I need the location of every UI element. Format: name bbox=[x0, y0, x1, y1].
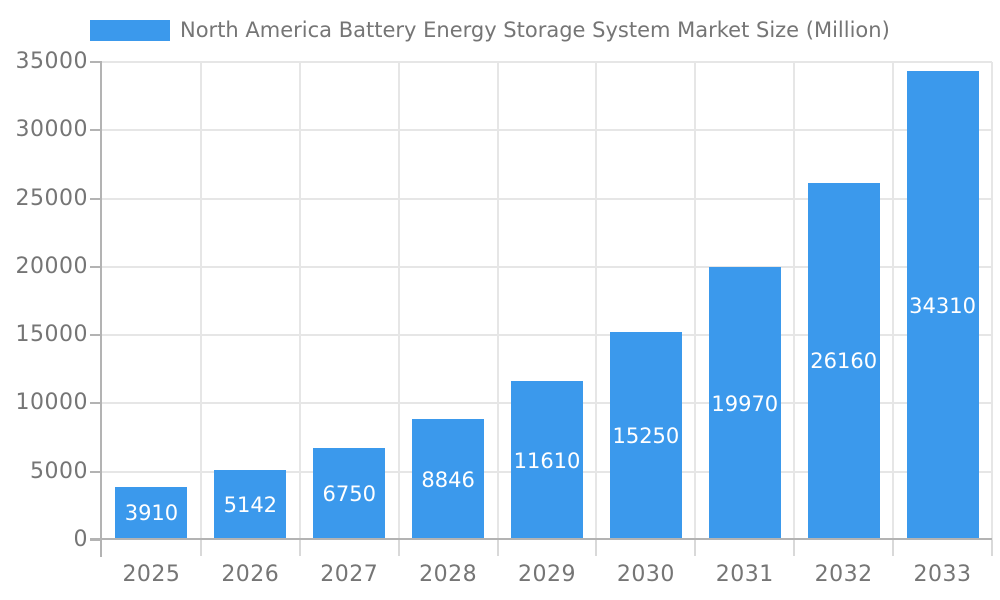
y-axis-tick bbox=[90, 197, 102, 200]
x-tick-label: 2029 bbox=[517, 562, 576, 587]
x-tick-label: 2033 bbox=[913, 562, 972, 587]
y-tick-label: 20000 bbox=[15, 253, 88, 279]
bar[interactable]: 26160 bbox=[807, 182, 880, 540]
x-tick-label: 2026 bbox=[221, 562, 280, 587]
y-axis-line bbox=[100, 62, 102, 557]
y-axis-tick bbox=[90, 61, 102, 63]
y-axis-tick bbox=[90, 470, 102, 473]
plot-area: 3910 5142 6750 8846 11610 15250 19970 26160 3431… bbox=[90, 61, 993, 557]
x-tick-label: 2025 bbox=[122, 562, 181, 587]
x-gridline bbox=[694, 62, 697, 540]
x-axis-tick bbox=[298, 540, 301, 556]
bar-value-label: 26160 bbox=[810, 349, 878, 374]
y-axis-tick bbox=[90, 334, 102, 337]
x-gridline bbox=[397, 62, 400, 540]
y-tick-label: 30000 bbox=[15, 117, 88, 143]
bar-value-label: 15250 bbox=[612, 423, 680, 448]
bar-value-label: 11610 bbox=[513, 448, 581, 473]
x-axis-tick bbox=[397, 540, 400, 556]
y-gridline bbox=[102, 197, 992, 200]
x-tick-label: 2032 bbox=[814, 562, 873, 587]
bar-value-label: 34310 bbox=[909, 293, 976, 318]
y-axis-tick bbox=[90, 129, 102, 132]
y-gridline bbox=[102, 129, 992, 132]
y-axis-tick bbox=[90, 402, 102, 405]
x-gridline bbox=[595, 62, 598, 540]
bar[interactable]: 3910 bbox=[115, 486, 188, 540]
bar[interactable]: 8846 bbox=[412, 419, 485, 540]
x-axis-tick bbox=[694, 540, 697, 556]
bar-value-label: 5142 bbox=[223, 492, 278, 517]
bar-value-label: 6750 bbox=[322, 481, 376, 506]
y-gridline bbox=[102, 265, 992, 268]
x-gridline bbox=[991, 62, 993, 540]
legend-label: North America Battery Energy Storage Sys… bbox=[180, 18, 890, 42]
x-gridline bbox=[298, 62, 301, 540]
bar-value-label: 8846 bbox=[421, 467, 475, 492]
x-tick-label: 2031 bbox=[715, 562, 774, 587]
legend[interactable]: North America Battery Energy Storage Sys… bbox=[90, 20, 890, 41]
y-tick-label: 10000 bbox=[15, 390, 88, 416]
x-gridline bbox=[496, 62, 499, 540]
bar-value-label: 3910 bbox=[124, 501, 179, 526]
bar[interactable]: 5142 bbox=[214, 469, 287, 540]
bar[interactable]: 34310 bbox=[906, 71, 979, 540]
x-axis-tick bbox=[595, 540, 598, 556]
bar[interactable]: 19970 bbox=[708, 267, 781, 540]
y-tick-label: 25000 bbox=[15, 185, 88, 211]
x-axis-line bbox=[90, 538, 992, 540]
y-gridline bbox=[102, 61, 992, 63]
bar-value-label: 19970 bbox=[711, 391, 779, 416]
x-gridline bbox=[892, 62, 895, 540]
x-tick-label: 2030 bbox=[616, 562, 675, 587]
y-tick-label: 5000 bbox=[30, 458, 88, 484]
x-axis-tick bbox=[199, 540, 202, 556]
legend-swatch-icon[interactable] bbox=[90, 20, 170, 41]
x-tick-label: 2027 bbox=[320, 562, 379, 587]
bar[interactable]: 6750 bbox=[313, 447, 386, 540]
y-tick-label: 0 bbox=[73, 527, 88, 552]
x-axis-tick bbox=[496, 540, 499, 556]
y-tick-label: 15000 bbox=[15, 322, 88, 348]
x-tick-label: 2028 bbox=[419, 562, 478, 587]
y-axis-tick bbox=[90, 539, 102, 541]
x-axis-tick bbox=[991, 540, 993, 556]
x-axis-tick bbox=[793, 540, 796, 556]
y-axis-tick bbox=[90, 265, 102, 268]
bar[interactable]: 11610 bbox=[511, 381, 583, 540]
x-axis-tick bbox=[892, 540, 895, 556]
x-gridline bbox=[199, 62, 202, 540]
bar[interactable]: 15250 bbox=[609, 331, 682, 540]
x-gridline bbox=[793, 62, 796, 540]
y-gridline bbox=[102, 334, 992, 337]
y-tick-label: 35000 bbox=[15, 49, 88, 74]
